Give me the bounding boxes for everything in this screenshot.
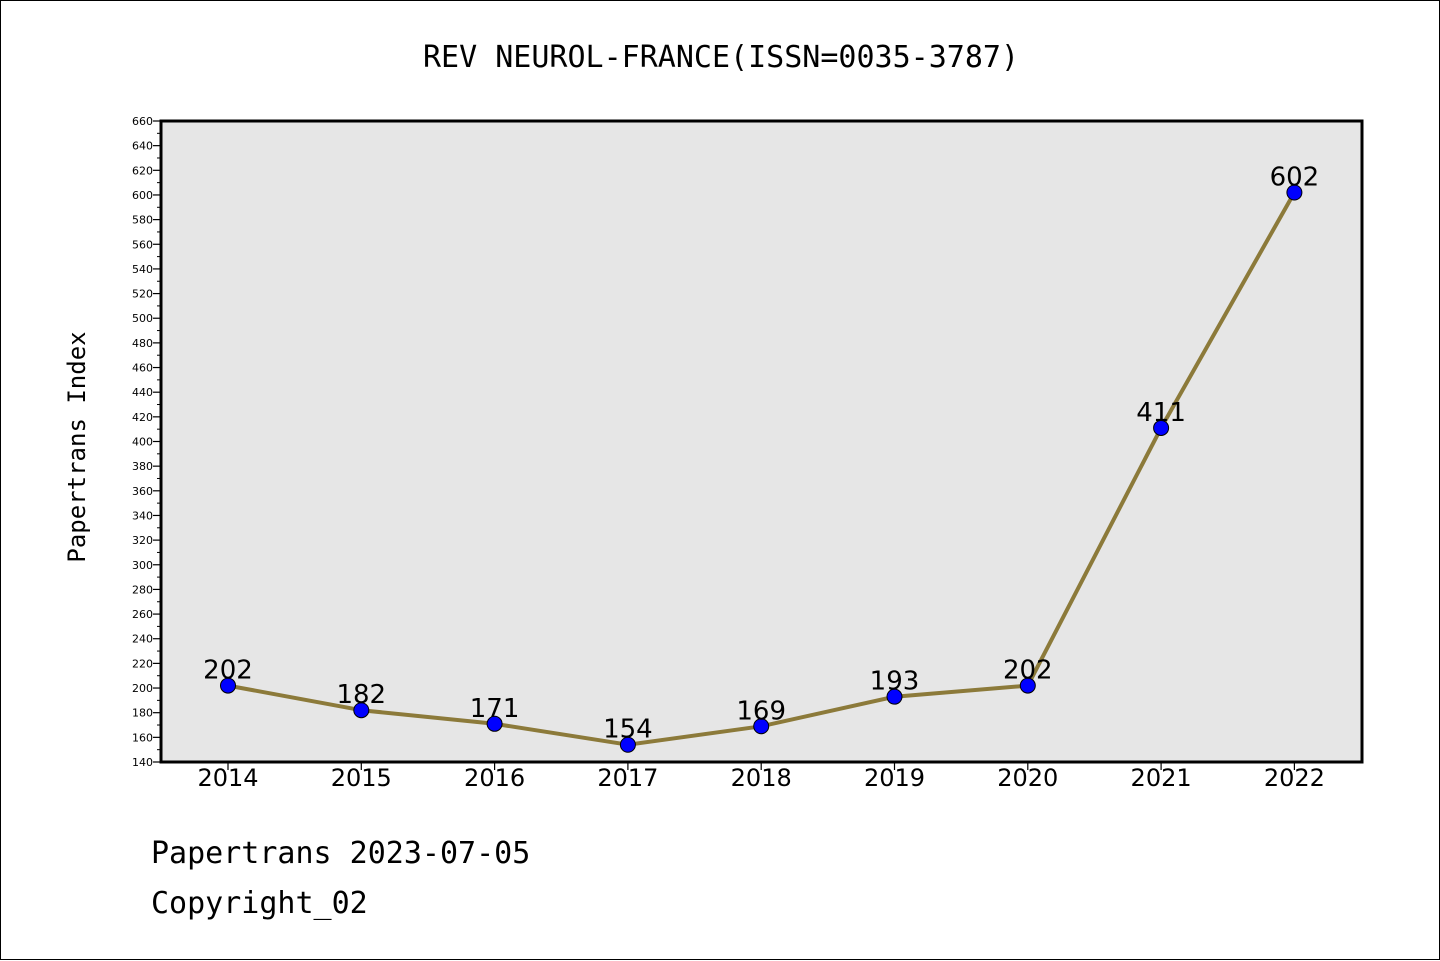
y-tick-label: 180 bbox=[132, 707, 153, 720]
y-tick-label: 340 bbox=[132, 509, 153, 522]
y-axis-label: Papertrans Index bbox=[63, 331, 91, 562]
x-tick-label: 2018 bbox=[731, 764, 792, 792]
plot-area bbox=[159, 119, 1364, 764]
data-point bbox=[619, 736, 636, 753]
y-axis: 140 160 180 200 220 240 260 280 300 320 340 360 380 4… bbox=[132, 115, 161, 769]
y-tick-label: 400 bbox=[132, 436, 153, 449]
data-point bbox=[1019, 677, 1036, 694]
y-tick-label: 300 bbox=[132, 559, 153, 572]
x-tick-label: 2014 bbox=[197, 764, 258, 792]
data-point bbox=[353, 702, 370, 719]
y-tick-label: 600 bbox=[132, 189, 153, 202]
data-label: 169 bbox=[736, 696, 786, 726]
x-tick-label: 2020 bbox=[997, 764, 1058, 792]
footer-date: Papertrans 2023-07-05 bbox=[151, 836, 531, 871]
chart-title: REV NEUROL-FRANCE(ISSN=0035-3787) bbox=[423, 40, 1019, 75]
x-tick-label: 2019 bbox=[864, 764, 925, 792]
y-tick-label: 460 bbox=[132, 362, 153, 375]
y-tick-label: 160 bbox=[132, 731, 153, 744]
y-tick-label: 420 bbox=[132, 411, 153, 424]
data-label: 411 bbox=[1136, 398, 1186, 428]
x-axis: 2014 2015 2016 2017 2018 2019 2020 2021 2022 bbox=[197, 762, 1325, 792]
footer-copyright: Copyright_02 bbox=[151, 886, 368, 921]
y-tick-label: 140 bbox=[132, 756, 153, 769]
y-tick-label: 220 bbox=[132, 657, 153, 670]
x-tick-label: 2022 bbox=[1264, 764, 1325, 792]
y-tick-label: 260 bbox=[132, 608, 153, 621]
y-tick-label: 660 bbox=[132, 115, 153, 128]
y-tick-label: 360 bbox=[132, 485, 153, 498]
y-tick-label: 580 bbox=[132, 214, 153, 227]
data-label: 202 bbox=[203, 656, 253, 686]
y-tick-label: 280 bbox=[132, 583, 153, 596]
data-label: 602 bbox=[1270, 162, 1320, 192]
data-point bbox=[1286, 184, 1303, 201]
x-tick-label: 2015 bbox=[331, 764, 392, 792]
y-tick-label: 520 bbox=[132, 288, 153, 301]
data-label: 193 bbox=[870, 667, 920, 697]
data-label: 154 bbox=[603, 715, 653, 745]
series-layer: 202 182 171 154 169 193 202 411 602 bbox=[203, 162, 1320, 753]
y-tick-label: 500 bbox=[132, 312, 153, 325]
x-tick-label: 2021 bbox=[1131, 764, 1192, 792]
y-tick-label: 320 bbox=[132, 534, 153, 547]
y-tick-label: 560 bbox=[132, 238, 153, 251]
data-point bbox=[753, 718, 770, 735]
y-tick-label: 640 bbox=[132, 140, 153, 153]
data-label: 171 bbox=[470, 694, 520, 724]
y-tick-label: 540 bbox=[132, 263, 153, 276]
x-tick-label: 2017 bbox=[597, 764, 658, 792]
y-tick-label: 240 bbox=[132, 633, 153, 646]
y-tick-label: 200 bbox=[132, 682, 153, 695]
y-tick-label: 380 bbox=[132, 460, 153, 473]
data-point bbox=[486, 715, 503, 732]
data-label: 202 bbox=[1003, 656, 1053, 686]
data-label: 182 bbox=[336, 680, 386, 710]
y-tick-label: 620 bbox=[132, 164, 153, 177]
y-tick-label: 440 bbox=[132, 386, 153, 399]
data-point bbox=[220, 677, 236, 694]
x-tick-label: 2016 bbox=[464, 764, 525, 792]
y-tick-label: 480 bbox=[132, 337, 153, 350]
data-point bbox=[1153, 419, 1170, 436]
data-point bbox=[886, 688, 903, 705]
